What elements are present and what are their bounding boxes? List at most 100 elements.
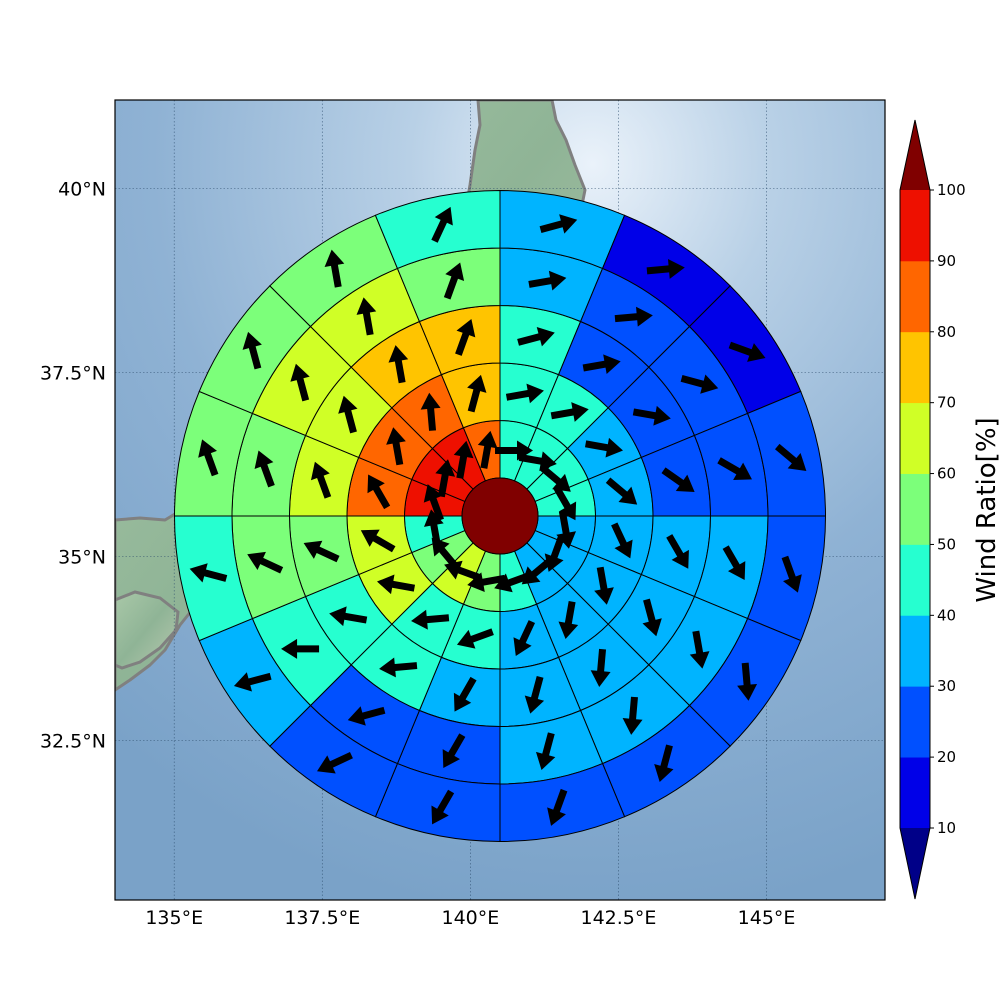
wind-arrow [233, 672, 272, 692]
wind-arrow-shape [558, 600, 579, 640]
wind-arrow-shape [622, 696, 643, 735]
lon-tick-label: 145°E [738, 907, 796, 929]
colorbar-over-triangle [900, 120, 930, 190]
wind-arrow-shape [611, 522, 633, 559]
wind-arrow [689, 630, 710, 669]
wind-arrow [411, 609, 450, 630]
wind-arrow [360, 529, 396, 553]
lat-tick-label: 40°N [58, 178, 106, 200]
wind-arrow-shape [477, 430, 498, 469]
wind-arrow-shape [539, 464, 571, 492]
wind-arrow [632, 405, 671, 426]
colorbar-block [900, 615, 930, 687]
wind-arrow-shape [590, 648, 611, 688]
wind-arrow-shape [553, 485, 577, 521]
wind-arrow [550, 402, 589, 422]
wind-arrow-shape [360, 529, 396, 553]
wind-arrow [605, 477, 638, 505]
colorbar-block [900, 260, 930, 333]
wind-arrow-shape [431, 789, 455, 825]
wind-arrow-shape [654, 744, 674, 783]
wind-arrow-shape [632, 405, 671, 426]
wind-arrow [547, 788, 568, 826]
wind-arrow [303, 540, 340, 563]
wind-arrow-shape [411, 609, 450, 630]
wind-arrow-shape [303, 540, 340, 563]
wind-arrow [528, 270, 567, 291]
wind-arrow [431, 789, 455, 825]
wind-arrow-shape [388, 345, 409, 384]
wind-arrow-shape [376, 574, 416, 595]
wind-arrow-shape [435, 459, 456, 498]
wind-arrow-shape [722, 545, 746, 580]
wind-arrow [242, 331, 262, 370]
wind-arrow [539, 464, 571, 492]
wind-arrow-shape [614, 306, 653, 327]
wind-arrow-shape [775, 443, 807, 471]
colorbar-tick-label: 80 [937, 323, 956, 341]
lon-tick-label: 142.5°E [581, 907, 657, 929]
lat-tick-label: 37.5°N [40, 362, 106, 384]
wind-arrow [582, 354, 621, 375]
wind-arrow-shape [338, 395, 358, 434]
wind-arrow [558, 600, 579, 640]
wind-arrow [310, 461, 332, 499]
wind-arrow [443, 262, 465, 300]
wind-arrow [247, 551, 284, 574]
wind-arrow [584, 437, 624, 458]
wind-arrow [356, 297, 377, 336]
colorbar-tick-label: 90 [937, 252, 956, 270]
wind-arrow [680, 374, 719, 394]
wind-arrow-shape [642, 598, 662, 637]
wind-arrow [553, 485, 577, 521]
wind-arrow-shape [281, 638, 320, 659]
wind-arrow [467, 374, 487, 413]
wind-arrow-shape [717, 457, 752, 480]
wind-arrow-shape [605, 477, 638, 505]
wind-arrow-shape [329, 606, 368, 627]
colorbar-block [900, 331, 930, 404]
wind-arrow-shape [728, 341, 766, 362]
wind-arrow [420, 392, 441, 431]
wind-arrow [456, 628, 494, 649]
colorbar-blocks [899, 119, 931, 900]
latitude-tick-labels: 40°N 37.5°N 35°N 32.5°N [40, 178, 106, 752]
wind-arrow [505, 383, 544, 404]
colorbar-tick-label: 40 [937, 606, 956, 624]
colorbar-block [900, 402, 930, 474]
wind-arrow [324, 249, 345, 288]
wind-arrow [535, 732, 556, 770]
wind-arrow [646, 258, 685, 279]
wind-arrow [453, 440, 474, 479]
colorbar-block [900, 190, 930, 262]
wind-arrow [338, 395, 358, 434]
wind-arrow [347, 706, 386, 726]
wind-arrow-shape [324, 249, 345, 288]
center-disc [461, 477, 539, 555]
lat-tick-label: 35°N [58, 546, 106, 568]
wind-arrow [722, 545, 746, 580]
wind-arrow [594, 566, 614, 605]
wind-arrow [386, 427, 406, 466]
wind-arrow-shape [661, 467, 695, 493]
wind-arrow-shape [379, 657, 418, 678]
colorbar-tick-label: 70 [937, 394, 956, 412]
wind-direction-arrows [189, 206, 807, 826]
wind-arrow-shape [367, 474, 391, 510]
colorbar-tick-label: 50 [937, 535, 956, 553]
wind-arrow-shape [317, 751, 353, 774]
wind-arrow [329, 606, 368, 627]
wind-arrow-shape [453, 440, 474, 479]
longitude-tick-labels: 135°E 137.5°E 140°E 142.5°E 145°E [145, 907, 795, 929]
wind-arrow-shape [290, 363, 310, 402]
wind-arrow [453, 676, 477, 712]
wind-arrow [717, 457, 752, 480]
wind-arrow-shape [547, 788, 568, 826]
wind-arrow [622, 696, 643, 735]
colorbar-block [900, 544, 930, 616]
wind-arrow-shape [420, 392, 441, 431]
wind-arrow [513, 620, 536, 656]
wind-arrow [317, 751, 353, 774]
wind-arrow-shape [453, 676, 477, 712]
